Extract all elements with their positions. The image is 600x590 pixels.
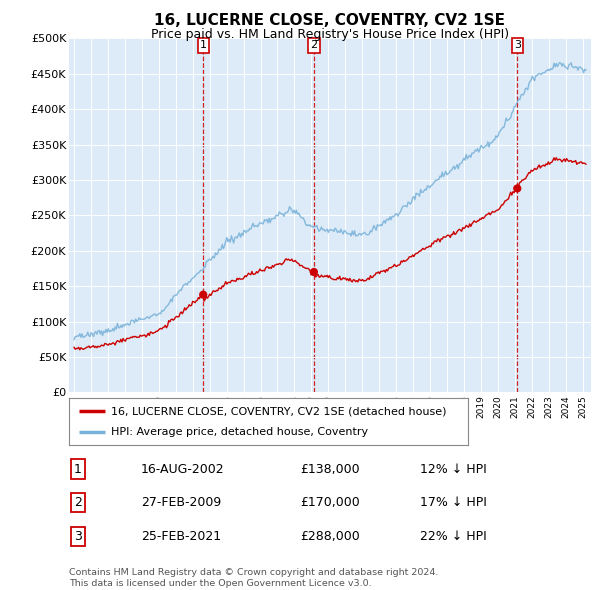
- Text: 25-FEB-2021: 25-FEB-2021: [141, 530, 221, 543]
- Text: 1: 1: [200, 41, 207, 50]
- Text: 1: 1: [74, 463, 82, 476]
- Text: HPI: Average price, detached house, Coventry: HPI: Average price, detached house, Cove…: [111, 427, 368, 437]
- Text: £170,000: £170,000: [300, 496, 360, 509]
- Text: 2: 2: [74, 496, 82, 509]
- Text: 22% ↓ HPI: 22% ↓ HPI: [420, 530, 487, 543]
- Point: [309, 267, 319, 277]
- Text: Price paid vs. HM Land Registry's House Price Index (HPI): Price paid vs. HM Land Registry's House …: [151, 28, 509, 41]
- Text: 12% ↓ HPI: 12% ↓ HPI: [420, 463, 487, 476]
- Text: 3: 3: [514, 41, 521, 50]
- Text: 17% ↓ HPI: 17% ↓ HPI: [420, 496, 487, 509]
- Text: 16-AUG-2002: 16-AUG-2002: [141, 463, 224, 476]
- Text: 16, LUCERNE CLOSE, COVENTRY, CV2 1SE (detached house): 16, LUCERNE CLOSE, COVENTRY, CV2 1SE (de…: [111, 407, 446, 417]
- Text: 3: 3: [74, 530, 82, 543]
- Text: 27-FEB-2009: 27-FEB-2009: [141, 496, 221, 509]
- Text: £288,000: £288,000: [300, 530, 360, 543]
- Text: £138,000: £138,000: [300, 463, 359, 476]
- Text: 2: 2: [310, 41, 317, 50]
- Point: [512, 183, 522, 193]
- Point: [199, 290, 208, 299]
- Text: 16, LUCERNE CLOSE, COVENTRY, CV2 1SE: 16, LUCERNE CLOSE, COVENTRY, CV2 1SE: [155, 13, 505, 28]
- Text: Contains HM Land Registry data © Crown copyright and database right 2024.
This d: Contains HM Land Registry data © Crown c…: [69, 568, 439, 588]
